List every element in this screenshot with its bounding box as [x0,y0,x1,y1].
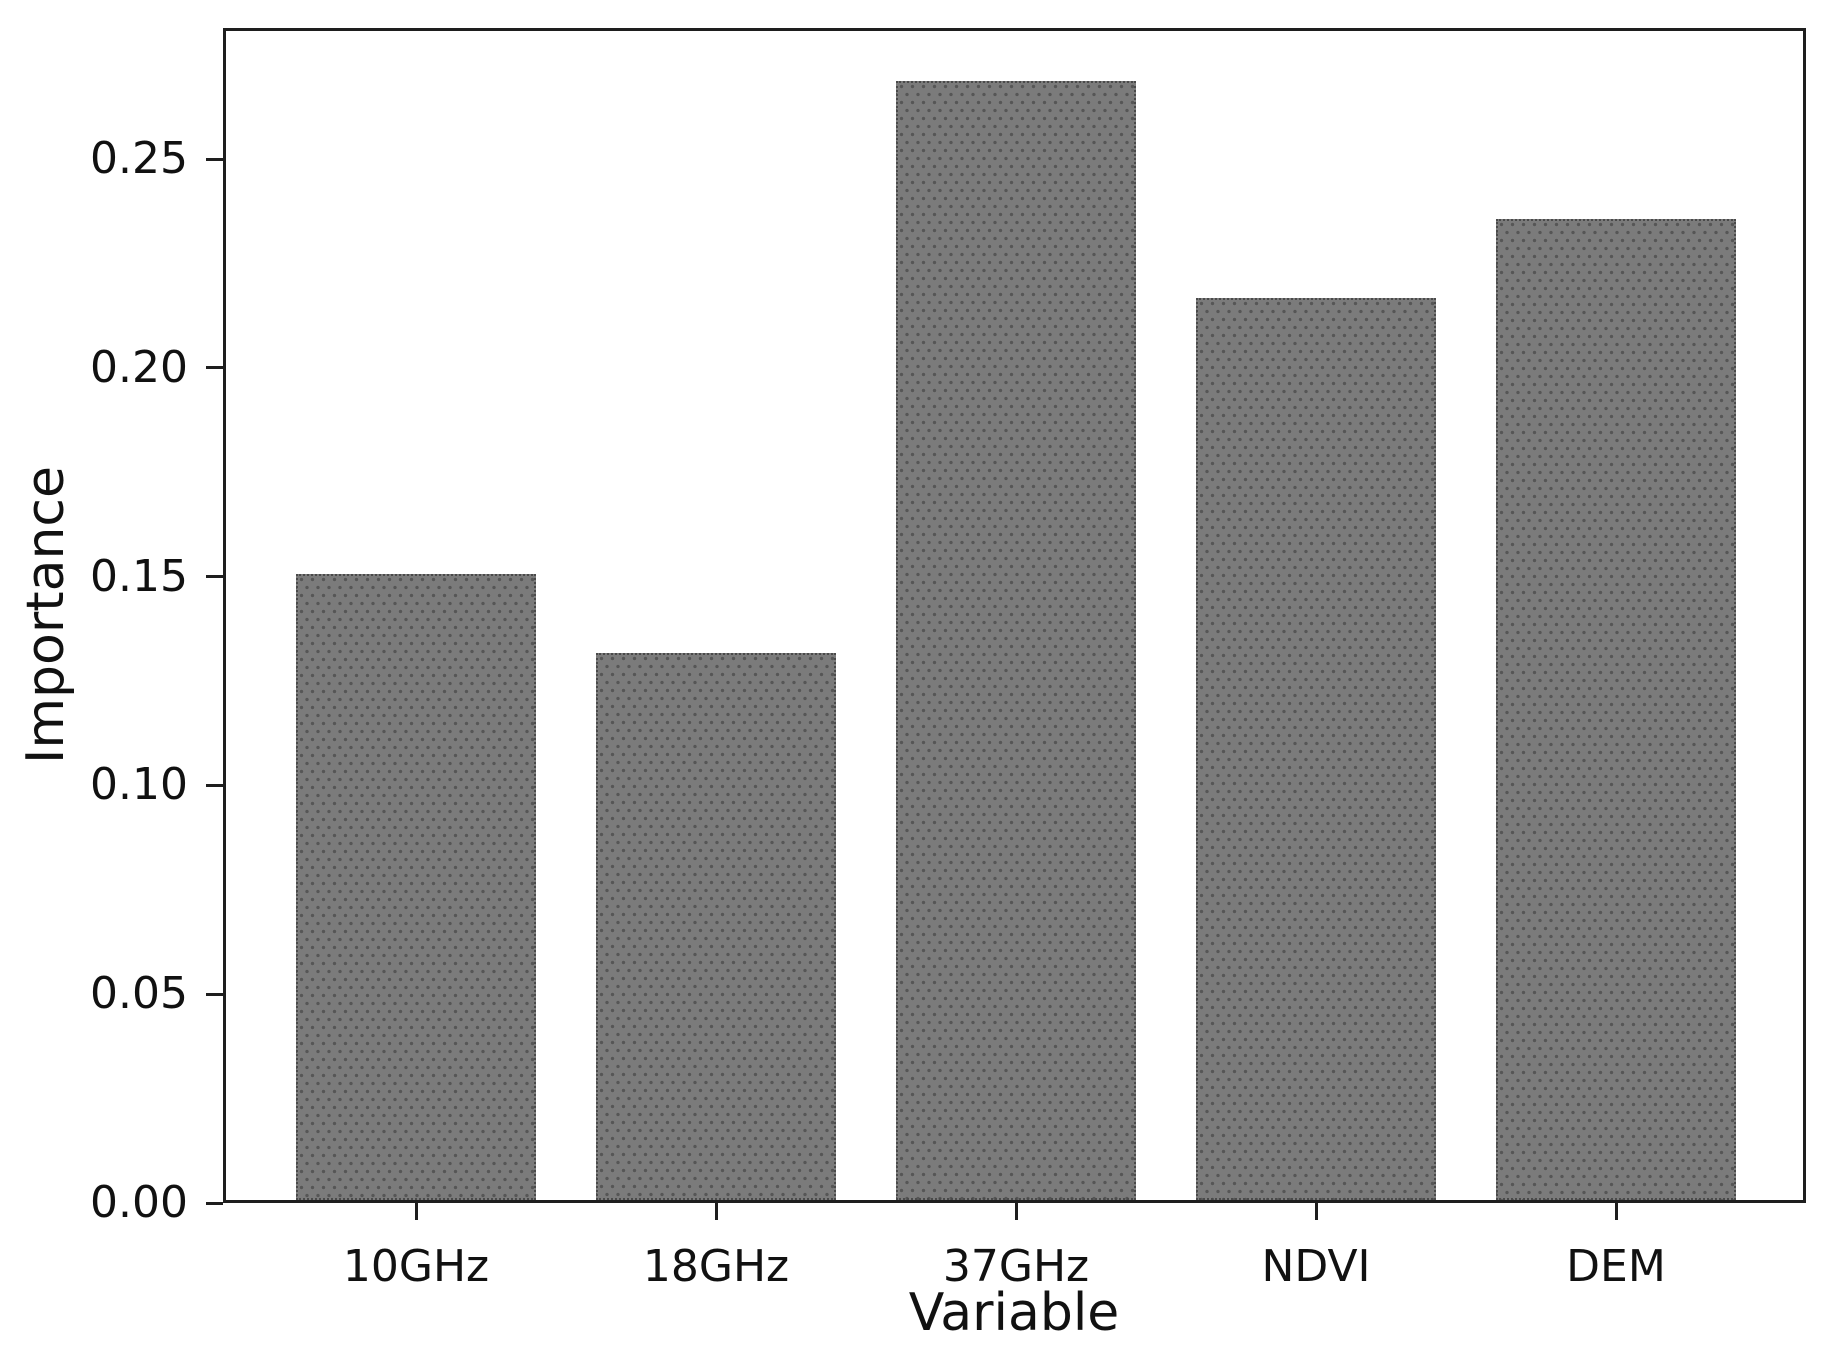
y-tick-label: 0.05 [90,968,188,1020]
x-tick-mark [714,1203,718,1220]
y-tick-mark [206,1201,223,1205]
bar-37ghz [896,81,1136,1200]
x-tick-label: 10GHz [342,1241,490,1292]
x-tick-mark [1314,1203,1318,1220]
x-tick-label: 18GHz [642,1241,790,1292]
y-tick-label: 0.20 [90,341,188,393]
x-tick-label: DEM [1566,1241,1666,1292]
y-tick-label: 0.15 [90,550,188,602]
y-tick-mark [206,575,223,579]
y-tick-mark [206,157,223,161]
y-tick-mark [206,783,223,787]
y-tick-mark [206,992,223,996]
y-tick-label: 0.25 [90,133,188,185]
x-tick-mark [414,1203,418,1220]
x-tick-mark [1014,1203,1018,1220]
bar-10ghz [296,574,536,1200]
y-axis-label: Importance [16,466,76,764]
plot-area: 10GHz 18GHz 37GHz NDVI DEM 0.00 0.05 0.10 0.15 0.… [90,28,1806,1292]
x-tick-label: NDVI [1261,1241,1371,1292]
x-axis-label: Variable [908,1283,1120,1343]
y-tick-mark [206,366,223,370]
x-tick-label: 37GHz [942,1241,1090,1292]
bar-ndvi [1196,298,1436,1200]
y-tick-label: 0.00 [90,1177,188,1228]
bar-18ghz [596,653,836,1200]
y-tick-label: 0.10 [90,759,188,811]
bar-dem [1496,219,1736,1200]
x-tick-mark [1614,1203,1618,1220]
